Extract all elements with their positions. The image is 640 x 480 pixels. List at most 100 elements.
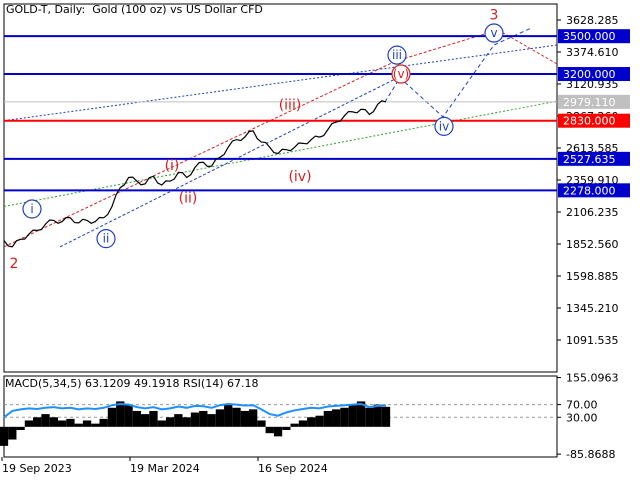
macd-signal: 49.1918 bbox=[134, 377, 180, 390]
wave-label: (iii) bbox=[279, 97, 302, 113]
macd-bar bbox=[215, 409, 225, 427]
indicator-tick-label: 70.00 bbox=[566, 399, 598, 412]
macd-bar bbox=[332, 409, 341, 427]
macd-bar bbox=[307, 417, 316, 427]
macd-bar bbox=[240, 410, 249, 427]
price-line bbox=[3, 100, 387, 248]
macd-bar bbox=[33, 417, 42, 427]
wave-channel-lower bbox=[59, 78, 396, 248]
macd-bar bbox=[232, 407, 241, 427]
upper-channel-line bbox=[3, 44, 558, 122]
macd-bar bbox=[99, 418, 108, 427]
wave-channel-upper bbox=[3, 60, 396, 248]
symbol: GOLD-T bbox=[6, 3, 48, 16]
macd-bar bbox=[66, 418, 75, 427]
y-tick-label: 1345.210 bbox=[566, 302, 619, 315]
wave-label: 3 bbox=[490, 8, 499, 24]
macd-bar bbox=[107, 407, 117, 427]
rsi-label: RSI(14) bbox=[183, 377, 224, 390]
macd-bar bbox=[373, 404, 382, 427]
x-tick-label: 19 Mar 2024 bbox=[130, 462, 200, 475]
wave-label: (iv) bbox=[288, 169, 311, 185]
wave-label-circle bbox=[391, 64, 411, 84]
macd-bar bbox=[257, 420, 266, 427]
wave-3-path-up bbox=[394, 29, 499, 62]
macd-bar bbox=[91, 423, 100, 427]
y-tick-label: 2106.235 bbox=[566, 206, 619, 219]
main-pane-frame bbox=[3, 3, 558, 373]
wave-label-circle bbox=[96, 229, 116, 249]
y-tick-label: 1091.535 bbox=[566, 334, 619, 347]
timeframe: Daily bbox=[54, 3, 82, 16]
macd-bar bbox=[207, 414, 216, 427]
macd-bar bbox=[141, 414, 150, 427]
title-sep2: : bbox=[81, 3, 93, 16]
price-level-label: 3200.000 bbox=[563, 68, 616, 81]
wave-label: v bbox=[490, 26, 497, 40]
price-level-label: 2830.000 bbox=[563, 115, 616, 128]
macd-bar bbox=[82, 420, 92, 427]
lower-trend-line bbox=[3, 100, 558, 207]
wave-label-circle bbox=[434, 116, 454, 136]
price-level-label: 2278.000 bbox=[563, 184, 616, 197]
price-level-tag bbox=[558, 94, 630, 109]
macd-bar bbox=[199, 410, 208, 427]
price-level-label: 2979.110 bbox=[563, 96, 616, 109]
y-tick-label: 3120.935 bbox=[566, 78, 619, 91]
x-tick-label: 16 Sep 2024 bbox=[258, 462, 328, 475]
wave-label-circle bbox=[387, 45, 407, 65]
macd-bar bbox=[57, 420, 67, 427]
indicator-title: MACD(5,34,5) 63.1209 49.1918 RSI(14) 67.… bbox=[5, 377, 259, 390]
macd-bar bbox=[74, 423, 83, 427]
price-level-tag bbox=[558, 29, 630, 44]
macd-bar bbox=[16, 426, 25, 430]
indicator-tick-label: 155.0963 bbox=[566, 372, 619, 385]
price-level-tag bbox=[558, 113, 630, 128]
macd-bar bbox=[356, 401, 366, 427]
macd-bar bbox=[323, 410, 333, 427]
wave-label: iv bbox=[439, 119, 449, 133]
macd-bar bbox=[315, 415, 324, 427]
macd-bar bbox=[265, 426, 274, 434]
instrument-description: Gold (100 oz) vs US Dollar CFD bbox=[92, 3, 263, 16]
wave-label: ii bbox=[103, 232, 110, 246]
macd-bar bbox=[298, 420, 308, 427]
y-tick-label: 2613.585 bbox=[566, 142, 619, 155]
macd-bar bbox=[340, 407, 349, 427]
price-level-label: 2527.635 bbox=[563, 153, 616, 166]
price-level-tag bbox=[558, 67, 630, 82]
wave-3-path-down bbox=[497, 29, 558, 65]
wave-label: (ii) bbox=[179, 191, 198, 207]
macd-bar bbox=[8, 426, 17, 440]
rsi-line bbox=[3, 402, 387, 419]
indicator-pane-frame bbox=[3, 375, 558, 458]
macd-label: MACD(5,34,5) bbox=[5, 377, 82, 390]
x-tick-label: 19 Sep 2023 bbox=[2, 462, 72, 475]
macd-bar bbox=[290, 423, 299, 427]
macd-bar bbox=[381, 406, 391, 427]
macd-bar bbox=[282, 426, 291, 430]
macd-bar bbox=[157, 420, 166, 427]
macd-bar bbox=[248, 409, 258, 427]
indicator-tick-label: -85.8688 bbox=[566, 448, 615, 461]
macd-bar bbox=[132, 410, 142, 427]
chart-title: GOLD-T, Daily: Gold (100 oz) vs US Dolla… bbox=[6, 3, 263, 16]
macd-bar bbox=[24, 420, 34, 427]
macd-bar bbox=[49, 417, 58, 427]
y-tick-label: 3374.610 bbox=[566, 46, 619, 59]
wave-label-circle bbox=[484, 23, 504, 43]
macd-value: 63.1209 bbox=[85, 377, 131, 390]
macd-bar bbox=[190, 412, 200, 427]
macd-bar bbox=[273, 426, 283, 437]
macd-bar bbox=[0, 426, 9, 446]
wave-label-circle bbox=[22, 199, 42, 219]
wave-label: (i) bbox=[165, 158, 180, 174]
wave-label: i bbox=[30, 202, 33, 216]
macd-bar bbox=[348, 404, 357, 427]
y-tick-label: 3628.285 bbox=[566, 14, 619, 27]
price-level-tag bbox=[558, 183, 630, 198]
wave-label: (v) bbox=[393, 67, 409, 81]
macd-bar bbox=[149, 410, 158, 427]
macd-bar bbox=[182, 417, 191, 427]
